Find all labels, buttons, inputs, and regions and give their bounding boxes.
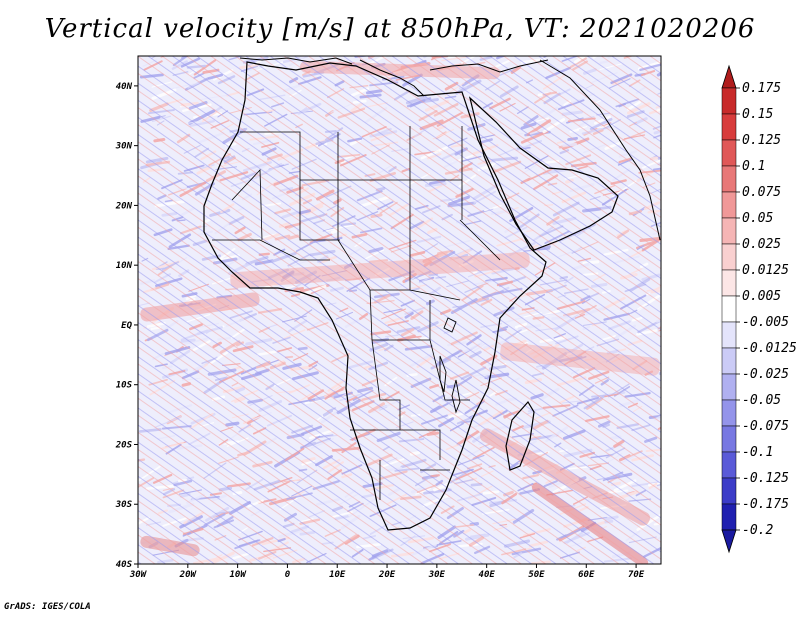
europe-coastline <box>239 57 549 97</box>
lon-tick-label: 70E <box>628 570 645 580</box>
colorbar-swatch <box>721 217 737 245</box>
colorbar-min-arrow <box>721 529 737 554</box>
colorbar-level-label: -0.125 <box>742 471 789 486</box>
colorbar-level-label: -0.175 <box>742 497 789 512</box>
colorbar-level-label: 0.175 <box>742 81 781 96</box>
map-frame <box>137 55 662 565</box>
colorbar-swatch <box>721 139 737 167</box>
madagascar-coastline <box>505 400 535 471</box>
colorbar-max-arrow <box>721 64 737 89</box>
colorbar-swatch <box>721 373 737 401</box>
colorbar-level-label: -0.0125 <box>742 341 797 356</box>
colorbar-level-label: 0.05 <box>742 211 773 226</box>
lat-tick-label: 40S <box>116 560 133 570</box>
lat-tick-label: 30N <box>115 142 133 152</box>
colorbar-swatch <box>721 243 737 271</box>
lon-tick-label: 10W <box>229 570 247 580</box>
colorbar-swatch <box>721 425 737 453</box>
lat-tick-label: 40N <box>116 82 133 92</box>
lon-tick-label: 0 <box>285 570 291 580</box>
chart-title: Vertical velocity [m/s] at 850hPa, VT: 2… <box>44 14 756 44</box>
colorbar-level-label: -0.05 <box>742 393 781 408</box>
country-borders <box>212 126 501 500</box>
colorbar-swatch <box>721 451 737 479</box>
longitude-axis: 30W 20W 10W 0 10E 20E 30E 40E 50E 60E 70E <box>129 564 645 580</box>
latitude-axis: 40N 30N 20N 10N EQ 10S 20S 30S 40S <box>115 82 138 570</box>
lon-tick-label: 20W <box>179 570 198 580</box>
lon-tick-label: 20E <box>378 570 396 580</box>
velocity-field <box>138 56 661 564</box>
lat-tick-label: EQ <box>121 321 132 331</box>
colorbar-swatch <box>721 295 737 323</box>
lon-tick-label: 40E <box>479 570 496 580</box>
colorbar-level-label: -0.005 <box>742 315 789 330</box>
lakes <box>439 317 461 414</box>
lat-tick-label: 30S <box>115 500 133 510</box>
lat-tick-label: 10S <box>116 381 133 391</box>
colorbar-level-label: -0.2 <box>742 523 773 538</box>
colorbar-swatch <box>721 87 737 115</box>
lat-tick-label: 10N <box>116 261 133 271</box>
africa-coastline <box>203 61 547 531</box>
colorbar-swatch <box>721 321 737 349</box>
colorbar-level-label: 0.005 <box>742 289 781 304</box>
colorbar-level-label: 0.1 <box>742 159 765 174</box>
colorbar-swatch <box>721 269 737 297</box>
colorbar-swatch <box>721 113 737 141</box>
colorbar-swatch <box>721 347 737 375</box>
colorbar-level-label: 0.025 <box>742 237 781 252</box>
lon-tick-label: 30E <box>428 570 446 580</box>
lat-tick-label: 20S <box>115 440 133 450</box>
colorbar-level-label: 0.15 <box>742 107 773 122</box>
lon-tick-label: 30W <box>129 570 148 580</box>
colorbar-swatch <box>721 477 737 505</box>
lat-tick-label: 20N <box>115 201 133 211</box>
colorbar-level-label: -0.025 <box>742 367 789 382</box>
colorbar-level-label: -0.1 <box>742 445 773 460</box>
colorbar-swatch <box>721 399 737 427</box>
colorbar-level-label: 0.125 <box>742 133 781 148</box>
iran-coastline <box>539 59 661 241</box>
colorbar: 0.175 0.15 0.125 0.1 0.075 0.05 0.025 0.0125 0.0… <box>721 64 797 554</box>
lon-tick-label: 10E <box>329 570 346 580</box>
arabia-coastline <box>468 96 619 251</box>
colorbar-swatch <box>721 165 737 193</box>
lon-tick-label: 50E <box>528 570 545 580</box>
coastlines <box>203 57 661 531</box>
colorbar-level-label: 0.0125 <box>742 263 789 278</box>
footer-credit: GrADS: IGES/COLA <box>4 602 91 612</box>
colorbar-level-label: -0.075 <box>742 419 789 434</box>
colorbar-swatch <box>721 503 737 531</box>
lon-tick-label: 60E <box>578 570 595 580</box>
colorbar-swatch <box>721 191 737 219</box>
colorbar-level-label: 0.075 <box>742 185 781 200</box>
